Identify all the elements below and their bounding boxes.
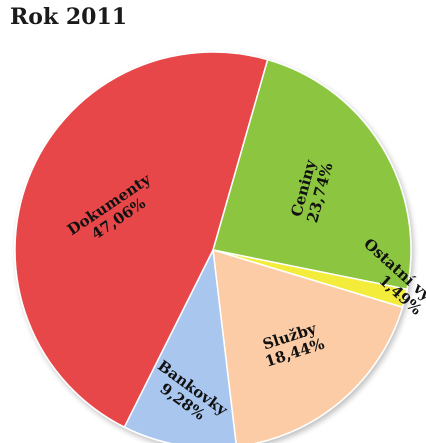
pie-slice-dokumenty — [14, 51, 269, 429]
pie-slice-bankovky — [123, 247, 237, 443]
chart-title: Rok 2011 — [10, 4, 128, 30]
pie-slice-ceniny — [212, 58, 412, 291]
